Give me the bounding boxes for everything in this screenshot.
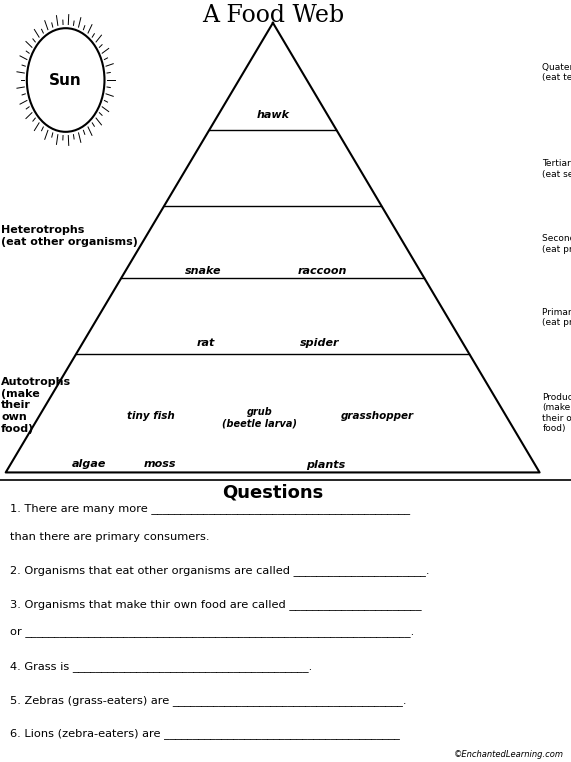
Text: algae: algae [71,459,106,469]
Text: Sun: Sun [49,72,82,88]
Text: 3. Organisms that make thir own food are called _______________________: 3. Organisms that make thir own food are… [10,599,422,610]
Text: plants: plants [306,460,345,470]
Text: Questions: Questions [222,484,324,502]
Text: tiny fish: tiny fish [127,411,175,421]
Text: Tertiary Consumers
(eat secondary consumers): Tertiary Consumers (eat secondary consum… [542,159,571,179]
Text: snake: snake [184,266,221,276]
Text: than there are primary consumers.: than there are primary consumers. [10,532,210,542]
Text: Quaternary Consumers
(eat tertiary consumers): Quaternary Consumers (eat tertiary consu… [542,62,571,82]
Text: Producers
(make
their own
food): Producers (make their own food) [542,393,571,433]
Text: Secondary Consumers
(eat primary consumers): Secondary Consumers (eat primary consume… [542,234,571,254]
Text: grub
(beetle larva): grub (beetle larva) [222,407,297,428]
Text: or ___________________________________________________________________.: or _____________________________________… [10,628,415,638]
Text: 5. Zebras (grass-eaters) are ________________________________________.: 5. Zebras (grass-eaters) are ___________… [10,695,407,706]
Text: raccoon: raccoon [298,266,347,276]
Text: 1. There are many more _____________________________________________: 1. There are many more _________________… [10,503,411,514]
Text: 2. Organisms that eat other organisms are called _______________________.: 2. Organisms that eat other organisms ar… [10,565,430,576]
Text: 6. Lions (zebra-eaters) are _________________________________________: 6. Lions (zebra-eaters) are ____________… [10,728,400,739]
Text: hawk: hawk [256,110,289,120]
Text: 4. Grass is _________________________________________.: 4. Grass is ____________________________… [10,661,312,672]
Text: rat: rat [196,338,215,348]
Text: grasshopper: grasshopper [340,411,413,421]
Text: Autotrophs
(make
their
own
food): Autotrophs (make their own food) [1,377,71,434]
Text: moss: moss [144,459,176,469]
Circle shape [27,28,104,132]
Text: spider: spider [300,338,340,348]
Text: A Food Web: A Food Web [202,4,344,27]
Text: Primary Consumers
(eat producers): Primary Consumers (eat producers) [542,308,571,328]
Text: Heterotrophs
(eat other organisms): Heterotrophs (eat other organisms) [1,226,138,247]
Text: ©EnchantedLearning.com: ©EnchantedLearning.com [454,750,564,759]
